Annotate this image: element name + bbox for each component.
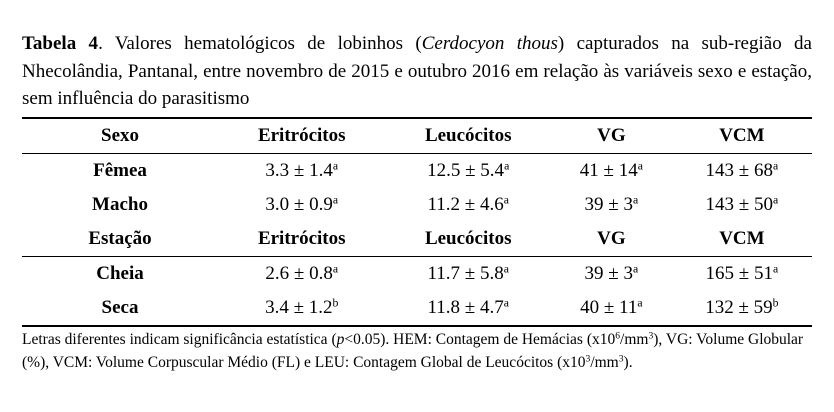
cell: 39 ± 3a [551, 188, 672, 222]
cell: 12.5 ± 5.4a [385, 154, 551, 189]
cell-value: 39 ± 3 [584, 263, 633, 284]
cell: 40 ± 11a [550, 291, 672, 327]
cell-value: 3.4 ± 1.2 [265, 297, 333, 318]
text-run: ). [623, 354, 633, 371]
cell: 3.0 ± 0.9a [218, 188, 385, 222]
cell-superscript: a [632, 193, 639, 207]
cell-superscript: a [503, 193, 509, 207]
cell-superscript: a [503, 262, 509, 276]
cell: 11.2 ± 4.6a [385, 188, 551, 222]
cell: 41 ± 14a [551, 154, 672, 189]
cell-superscript: a [772, 159, 779, 173]
cell-value: 12.5 ± 5.4 [427, 160, 505, 181]
header-cell: Estação [22, 222, 218, 257]
header-cell: Leucócitos [385, 117, 551, 154]
row-label: Fêmea [93, 160, 147, 181]
header-cell: Leucócitos [385, 222, 551, 257]
cell-superscript: a [332, 193, 339, 207]
cell-value: 11.2 ± 4.6 [427, 194, 504, 215]
text-run: Letras diferentes indicam significância … [22, 331, 337, 348]
cell-value: 165 ± 51 [705, 263, 773, 284]
cell-superscript: a [504, 159, 510, 173]
cell: 11.8 ± 4.7a [385, 291, 551, 327]
text-run: /mm [620, 331, 649, 348]
header-cell: Sexo [22, 117, 218, 154]
cell-value: 2.6 ± 0.8 [265, 263, 333, 284]
row-label: Cheia [96, 263, 144, 284]
text-run: ) capturados na sub-região da Nhecolândi… [22, 33, 812, 109]
cell: 11.7 ± 5.8a [385, 257, 551, 292]
cell: 143 ± 50a [672, 188, 812, 222]
cell-superscript: a [637, 159, 643, 173]
cell-value: 11.7 ± 5.8 [427, 263, 504, 284]
header-cell: VG [550, 222, 672, 257]
text-run: 3 [585, 353, 591, 365]
cell-superscript: a [772, 193, 779, 207]
cell: 3.4 ± 1.2b [218, 291, 386, 327]
cell-superscript: b [772, 296, 779, 310]
cell-superscript: b [332, 296, 339, 310]
cell-superscript: a [332, 159, 339, 173]
cell: 143 ± 68a [672, 154, 812, 189]
cell-value: 41 ± 14 [579, 160, 638, 181]
cell-value: 3.0 ± 0.9 [265, 194, 333, 215]
table-row: Fêmea 3.3 ± 1.4a 12.5 ± 5.4a 41 ± 14a 143 ± … [22, 154, 812, 189]
table-row: Macho 3.0 ± 0.9a 11.2 ± 4.6a 39 ± 3a 143 ± 5… [22, 188, 812, 222]
cell: 165 ± 51a [672, 257, 812, 292]
cell-value: 143 ± 68 [705, 160, 773, 181]
cell-value: 40 ± 11 [580, 297, 638, 318]
cell-superscript: a [637, 296, 643, 310]
caption: Tabela 4. Valores hematológicos de lobin… [22, 30, 812, 113]
text-run: Tabela 4 [22, 33, 99, 54]
cell-superscript: a [632, 262, 639, 276]
text-run: 3 [618, 353, 624, 365]
cell-superscript: a [772, 262, 779, 276]
row-label: Seca [22, 291, 218, 327]
text-run: 3 [648, 330, 654, 342]
header-cell: VG [550, 117, 672, 154]
text-run: Cerdocyon thous [421, 33, 558, 54]
cell-value: 11.8 ± 4.7 [427, 297, 504, 318]
header-cell: Eritrócitos [218, 222, 386, 257]
text-run: p [336, 331, 345, 348]
header-cell: VCM [671, 222, 812, 257]
header-row: Sexo Eritrócitos Leucócitos VG VCM [22, 117, 812, 154]
header-row: Estação Eritrócitos Leucócitos VG VCM [22, 222, 812, 257]
text-run: 6 [615, 330, 621, 342]
cell: 3.3 ± 1.4a [218, 154, 385, 189]
cell-value: 143 ± 50 [705, 194, 773, 215]
cell-superscript: a [503, 296, 509, 310]
row-label: Macho [92, 194, 148, 215]
cell: 39 ± 3a [551, 257, 672, 292]
footnote: Letras diferentes indicam significância … [22, 328, 812, 374]
text-run: . Valores hematológicos de lobinhos ( [98, 33, 422, 54]
table: Sexo Eritrócitos Leucócitos VG VCM Fêmea 3.3 ±… [22, 117, 812, 327]
cell: 132 ± 59b [671, 291, 812, 327]
cell-value: 39 ± 3 [584, 194, 633, 215]
header-cell: Eritrócitos [218, 117, 386, 154]
text-run: ), VG: Volume Globular (%), VCM: Volume … [22, 331, 804, 371]
text-run: /mm [590, 354, 619, 371]
text-run: <0.05). HEM: Contagem de Hemácias (x10 [344, 331, 616, 348]
cell-value: 132 ± 59 [705, 297, 773, 318]
cell: 2.6 ± 0.8a [218, 257, 385, 292]
header-cell: VCM [671, 117, 812, 154]
table-row: Seca 3.4 ± 1.2b 11.8 ± 4.7a 40 ± 11a 132 ± 5… [22, 291, 812, 327]
table-row: Cheia 2.6 ± 0.8a 11.7 ± 5.8a 39 ± 3a 165 ± 5… [22, 257, 812, 292]
cell-superscript: a [332, 262, 339, 276]
cell-value: 3.3 ± 1.4 [265, 160, 333, 181]
